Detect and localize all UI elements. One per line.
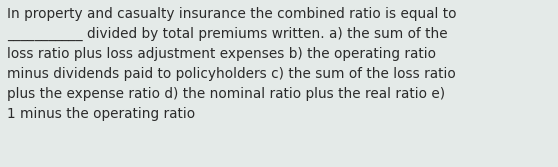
Text: In property and casualty insurance the combined ratio is equal to
___________ di: In property and casualty insurance the c…: [7, 7, 456, 121]
